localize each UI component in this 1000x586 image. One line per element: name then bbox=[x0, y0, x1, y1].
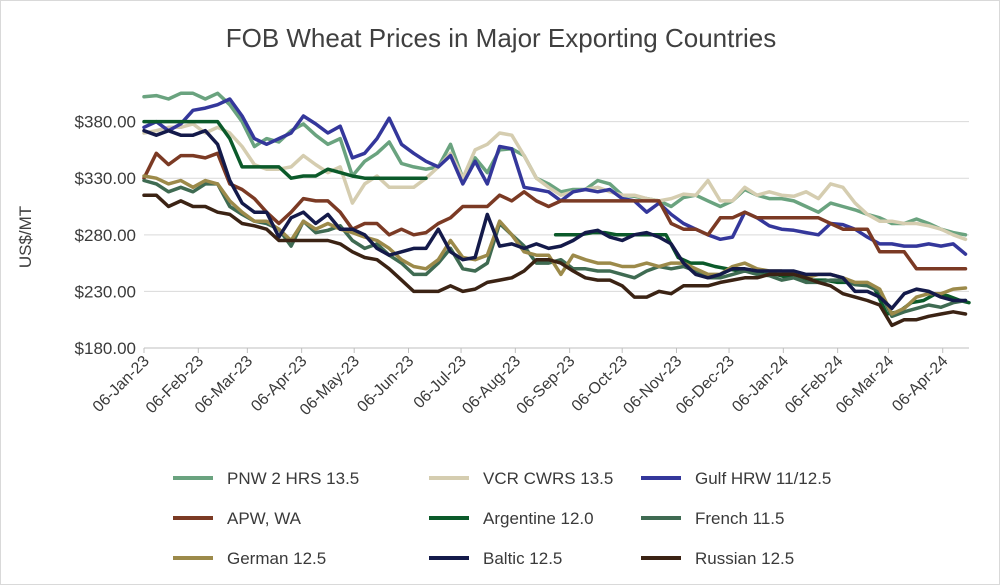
series-line-2 bbox=[142, 97, 968, 256]
chart-title: FOB Wheat Prices in Major Exporting Coun… bbox=[226, 23, 777, 53]
legend: PNW 2 HRS 13.5 VCR CWRS 13.5 Gulf HRW 11/1… bbox=[173, 469, 831, 568]
legend-label: German 12.5 bbox=[227, 549, 326, 568]
legend-label: Russian 12.5 bbox=[695, 549, 794, 568]
legend-label: Argentine 12.0 bbox=[483, 509, 594, 528]
y-axis-ticks: $180.00 $230.00 $280.00 $330.00 $380.00 bbox=[75, 113, 136, 358]
series-line-7 bbox=[142, 128, 968, 311]
y-tick-label: $230.00 bbox=[75, 282, 136, 301]
legend-label: French 11.5 bbox=[695, 509, 784, 528]
series-line-8 bbox=[142, 193, 968, 328]
y-tick-label: $380.00 bbox=[75, 113, 136, 132]
y-axis-label: US$/MT bbox=[16, 206, 35, 268]
x-tick-label: 06-Aug-23 bbox=[459, 353, 524, 418]
x-tick-label: 06-Apr-24 bbox=[889, 353, 951, 415]
legend-label: PNW 2 HRS 13.5 bbox=[227, 469, 359, 488]
legend-label: VCR CWRS 13.5 bbox=[483, 469, 613, 488]
legend-label: Baltic 12.5 bbox=[483, 549, 562, 568]
series-lines bbox=[142, 91, 971, 328]
y-tick-label: $330.00 bbox=[75, 169, 136, 188]
legend-label: APW, WA bbox=[227, 509, 302, 528]
y-tick-label: $280.00 bbox=[75, 226, 136, 245]
x-tick-label: 06-Jun-23 bbox=[354, 353, 417, 416]
x-tick-label: 06-Sep-23 bbox=[514, 353, 579, 418]
x-axis-ticks: 06-Jan-2306-Feb-2306-Mar-2306-Apr-2306-M… bbox=[90, 348, 952, 419]
series-line-3 bbox=[142, 151, 968, 271]
legend-label: Gulf HRW 11/12.5 bbox=[695, 469, 831, 488]
series-line-0 bbox=[142, 91, 968, 237]
y-tick-label: $180.00 bbox=[75, 339, 136, 358]
